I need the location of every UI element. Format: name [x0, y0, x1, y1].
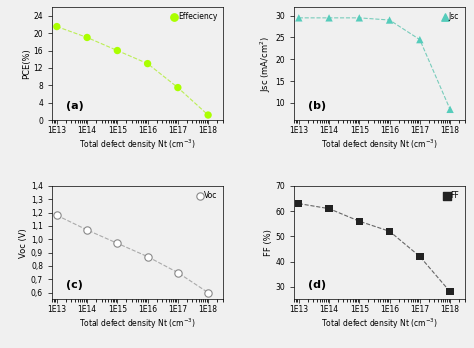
Text: (b): (b): [308, 101, 326, 111]
Point: [386, 17, 393, 23]
X-axis label: Total defect density Nt (cm$^{-3}$): Total defect density Nt (cm$^{-3}$): [79, 137, 196, 152]
Text: (a): (a): [66, 101, 83, 111]
Text: (c): (c): [66, 280, 82, 290]
Point: [174, 85, 182, 90]
Point: [295, 201, 302, 206]
Point: [174, 270, 182, 275]
Text: (d): (d): [308, 280, 326, 290]
Point: [83, 35, 91, 40]
Y-axis label: Voc (V): Voc (V): [19, 228, 28, 258]
Point: [114, 240, 121, 246]
Point: [53, 213, 61, 218]
Point: [144, 254, 151, 259]
Point: [325, 206, 333, 212]
Point: [416, 254, 424, 259]
Point: [447, 106, 454, 112]
Point: [356, 219, 363, 224]
X-axis label: Total defect density Nt (cm$^{-3}$): Total defect density Nt (cm$^{-3}$): [79, 317, 196, 331]
X-axis label: Total defect density Nt (cm$^{-3}$): Total defect density Nt (cm$^{-3}$): [321, 317, 438, 331]
Point: [295, 15, 302, 21]
Y-axis label: FF (%): FF (%): [264, 229, 273, 256]
Legend: FF: FF: [444, 190, 461, 202]
Y-axis label: Jsc (mA/cm$^{2}$): Jsc (mA/cm$^{2}$): [258, 36, 273, 92]
Point: [144, 61, 151, 66]
Point: [204, 290, 212, 295]
Legend: Effeciency: Effeciency: [171, 11, 219, 23]
Y-axis label: PCE(%): PCE(%): [22, 48, 31, 79]
Point: [356, 15, 363, 21]
Point: [53, 24, 61, 29]
Point: [204, 112, 212, 118]
Legend: Jsc: Jsc: [442, 11, 461, 23]
Point: [416, 37, 424, 42]
Point: [114, 48, 121, 53]
X-axis label: Total defect density Nt (cm$^{-3}$): Total defect density Nt (cm$^{-3}$): [321, 137, 438, 152]
Legend: Voc: Voc: [197, 190, 219, 202]
Point: [447, 289, 454, 294]
Point: [325, 15, 333, 21]
Point: [83, 227, 91, 233]
Point: [386, 229, 393, 234]
